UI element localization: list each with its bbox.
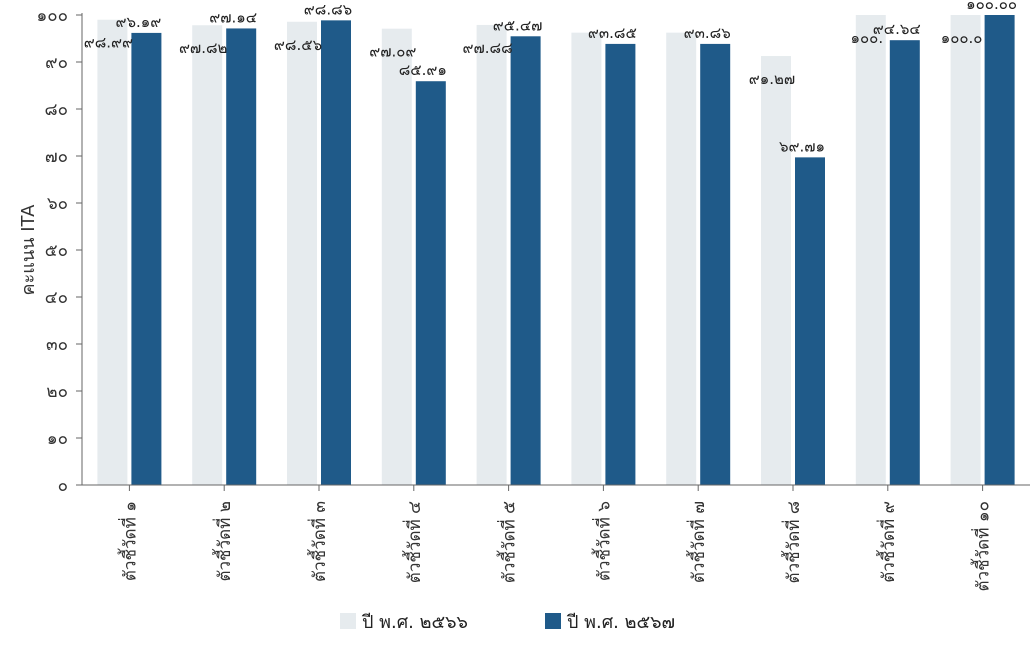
data-label-2567: ๙๖.๑๙ [116, 13, 162, 31]
y-tick-label: ๐ [58, 476, 68, 496]
y-tick-label: ๑๐ [47, 429, 68, 449]
legend-label-2567: ปี พ.ศ. ๒๕๖๗ [567, 612, 675, 633]
y-tick-label: ๓๐ [46, 335, 68, 355]
data-label-2566: ๙๗.๐๙ [369, 43, 416, 61]
legend-label-2566: ปี พ.ศ. ๒๕๖๖ [362, 612, 468, 633]
y-tick-label: ๒๐ [46, 382, 68, 402]
y-tick-label: ๙๐ [45, 53, 68, 73]
x-tick-label: ตัวชี้วัดที่ ๗ [686, 501, 709, 583]
y-axis-label: คะแนน ITA [18, 204, 39, 296]
x-tick-label: ตัวชี้วัดที่ ๑๐ [971, 501, 994, 592]
data-label-2567: ๖๙.๗๑ [779, 137, 825, 155]
data-label-2567: ๙๗.๑๔ [209, 8, 257, 26]
x-tick-label: ตัวชี้วัดที่ ๒ [212, 501, 235, 582]
data-label-2567: ๙๓.๘๕ [588, 24, 637, 42]
bar-2567 [131, 32, 162, 485]
bar-2566 [761, 56, 791, 485]
bar-2566 [287, 21, 317, 485]
data-label-2566: ๙๑.๒๗ [749, 70, 795, 88]
bar-2567 [510, 36, 541, 485]
x-tick-label: ตัวชี้วัดที่ ๕ [497, 501, 520, 583]
bar-2566 [192, 25, 223, 485]
bar-2567 [984, 15, 1015, 485]
x-tick-label: ตัวชี้วัดที่ ๔ [402, 501, 425, 583]
data-label-2567: ๙๔.๖๔ [873, 20, 921, 38]
legend-swatch-2567 [545, 613, 561, 629]
bar-2566 [381, 28, 412, 485]
data-label-2567: ๙๓.๘๖ [684, 24, 731, 42]
y-tick-label: ๘๐ [45, 100, 69, 120]
bar-2566 [666, 32, 697, 486]
bar-2566 [97, 19, 128, 485]
y-tick-label: ๕๐ [45, 241, 68, 261]
x-tick-label: ตัวชี้วัดที่ ๑ [117, 501, 140, 581]
y-tick-label: ๑๐๐ [36, 6, 68, 26]
bar-2566 [571, 32, 602, 486]
bar-2566 [476, 24, 507, 486]
bar-2566 [855, 15, 886, 485]
data-label-2566: ๑๐๐.๐ [941, 29, 983, 47]
y-tick-label: ๔๐ [45, 288, 68, 308]
x-tick-label: ตัวชี้วัดที่ ๓ [307, 501, 330, 582]
x-tick-label: ตัวชี้วัดที่ ๘ [781, 501, 804, 583]
data-label-2566: ๙๗.๘๒ [179, 39, 228, 57]
bar-2567 [700, 43, 731, 485]
y-tick-label: ๗๐ [45, 147, 68, 167]
bar-2566 [950, 15, 981, 485]
data-label-2567: ๑๐๐.๐๐ [966, 0, 1017, 13]
legend-swatch-2566 [340, 613, 356, 629]
data-label-2567: ๙๘.๘๖ [304, 0, 352, 18]
data-label-2566: ๙๘.๙๙ [84, 34, 133, 52]
data-label-2566: ๑๐๐. [850, 29, 883, 47]
bar-2567 [226, 28, 257, 486]
x-tick-label: ตัวชี้วัดที่ ๙ [876, 501, 899, 583]
bar-2567 [889, 40, 920, 485]
bar-2567 [605, 43, 636, 485]
x-tick-label: ตัวชี้วัดที่ ๖ [591, 501, 614, 581]
y-tick-label: ๖๐ [47, 194, 68, 214]
data-label-2566: ๙๘.๕๖ [274, 36, 322, 54]
data-label-2567: ๘๕.๙๑ [399, 61, 447, 79]
bar-2567 [321, 20, 351, 485]
data-label-2567: ๙๕.๔๗ [493, 16, 543, 34]
bar-2567 [795, 157, 825, 485]
bar-2567 [415, 81, 446, 486]
data-label-2566: ๙๗.๘๘ [463, 39, 513, 57]
